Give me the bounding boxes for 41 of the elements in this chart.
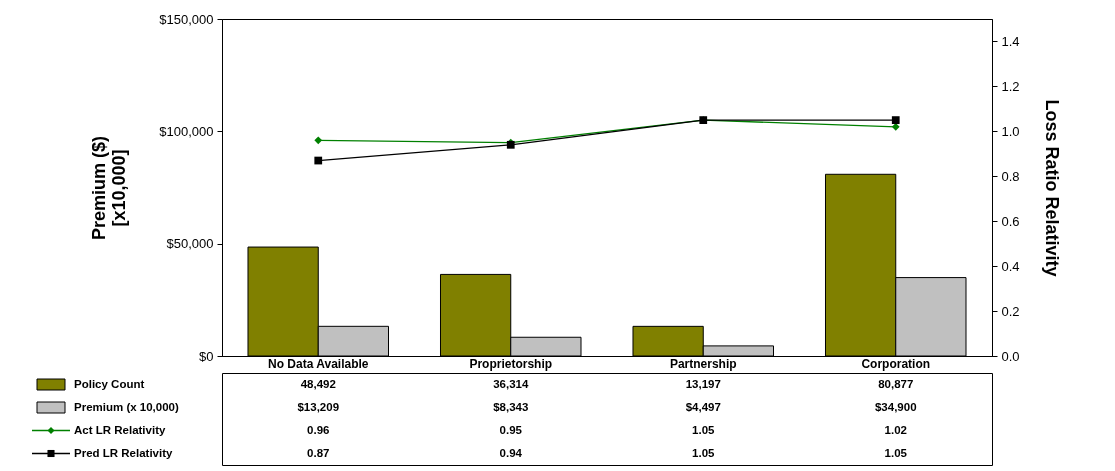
data-label: $34,900 bbox=[874, 400, 917, 413]
data-label: 0.87 bbox=[307, 446, 330, 459]
point bbox=[891, 116, 900, 124]
y2-axis-title: Loss Ratio Relativity bbox=[1041, 99, 1062, 277]
y2-tick-label: 0.4 bbox=[1001, 258, 1020, 274]
data-label: 48,492 bbox=[300, 377, 336, 390]
y-axis-title: Premium ($) [x10,000] bbox=[89, 135, 130, 241]
legend-label: Premium (x 10,000) bbox=[74, 400, 179, 413]
data-label: 13,197 bbox=[685, 377, 721, 390]
x-tick-label: Corporation bbox=[861, 356, 931, 371]
y2-tick-label: 0.0 bbox=[1001, 348, 1020, 364]
data-label: 80,877 bbox=[878, 377, 914, 390]
data-label: $13,209 bbox=[297, 400, 340, 413]
data-label: 0.96 bbox=[307, 423, 330, 436]
y2-tick-label: 1.0 bbox=[1001, 123, 1020, 139]
y2-tick-label: 0.2 bbox=[1001, 303, 1020, 319]
data-label: 36,314 bbox=[493, 377, 529, 390]
x-tick-label: Proprietorship bbox=[469, 356, 553, 371]
data-label: 1.05 bbox=[692, 423, 716, 436]
legend-label: Act LR Relativity bbox=[74, 423, 166, 436]
x-tick-label: Partnership bbox=[669, 356, 737, 371]
y2-tick-label: 0.6 bbox=[1001, 213, 1020, 229]
point bbox=[314, 156, 323, 165]
y2-tick-label: 1.2 bbox=[1001, 78, 1020, 94]
y-tick-label: $0 bbox=[199, 348, 214, 364]
y2-tick-label: 0.8 bbox=[1001, 168, 1020, 184]
data-label: $4,497 bbox=[685, 400, 721, 413]
data-label: 1.05 bbox=[692, 446, 716, 459]
y-tick-label: $100,000 bbox=[159, 123, 214, 139]
data-label: 1.05 bbox=[884, 446, 908, 459]
y-tick-label: $150,000 bbox=[159, 11, 214, 27]
legend-label: Pred LR Relativity bbox=[74, 446, 174, 459]
data-label: 0.95 bbox=[499, 423, 523, 436]
legend-label: Policy Count bbox=[74, 377, 145, 390]
data-label: 1.02 bbox=[884, 423, 907, 436]
point bbox=[314, 136, 323, 145]
data-label: $8,343 bbox=[493, 400, 529, 413]
x-tick-label: No Data Available bbox=[268, 356, 369, 371]
y-tick-label: $50,000 bbox=[166, 236, 214, 252]
y2-tick-label: 1.4 bbox=[1001, 33, 1020, 49]
data-label: 0.94 bbox=[499, 446, 523, 459]
